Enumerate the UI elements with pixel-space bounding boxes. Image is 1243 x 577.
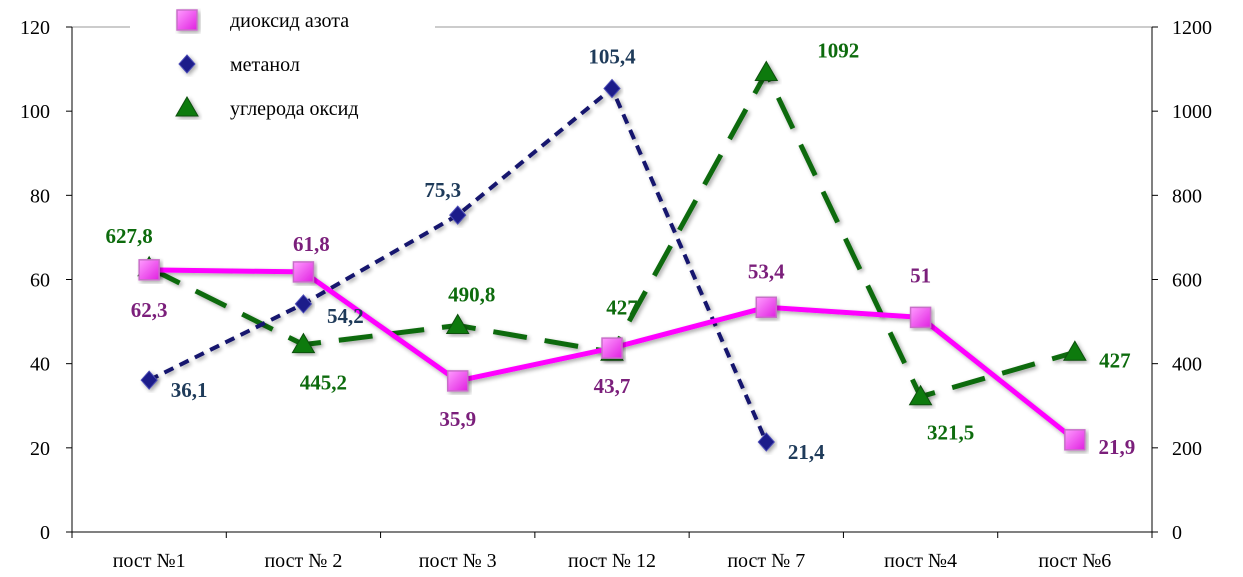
data-label: 54,2 [327,304,364,328]
data-point [292,261,315,283]
left-tick-label: 80 [30,185,50,207]
data-label: 75,3 [424,178,461,202]
x-tick-label: пост №4 [884,550,957,572]
axes: 020406080100120020040060080010001200пост… [20,17,1212,572]
data-label: 21,4 [788,440,825,464]
data-point [294,294,313,314]
right-tick-label: 0 [1172,522,1182,544]
data-point [601,337,623,359]
data-label: 490,8 [448,282,495,306]
data-point [176,9,198,31]
data-label: 627,8 [106,224,153,248]
data-point [446,370,469,392]
data-label: 427 [1099,348,1131,372]
left-tick-label: 120 [20,17,50,39]
right-tick-label: 800 [1172,185,1202,207]
legend-label: метанол [230,54,300,76]
data-label: 51 [910,263,931,287]
data-label: 21,9 [1098,435,1135,459]
data-label: 1092 [817,38,859,62]
legend-label: углерода оксид [230,98,359,120]
data-label: 62,3 [131,298,168,322]
data-point [178,54,196,74]
data-point [909,306,932,329]
data-label: 53,4 [748,259,785,283]
data-point [603,78,621,99]
left-tick-label: 100 [20,101,50,123]
data-label: 105,4 [588,44,636,68]
series-1 [140,78,775,452]
data-point [1064,429,1086,451]
data-labels: 62,3 61,8 35,9 43,7 53,4 51 21,9 36,1 54,2 75,3 10… [106,38,1136,463]
legend-label: диоксид азота [230,10,349,32]
data-label: 427 [606,295,638,319]
legend: диоксид азота метанол углерода оксид [130,0,435,148]
left-tick-label: 0 [40,522,50,544]
right-tick-label: 1000 [1172,101,1212,123]
data-point [175,96,199,117]
data-point [755,296,778,319]
data-label: 43,7 [594,374,631,398]
right-tick-label: 400 [1172,354,1202,376]
data-point [449,205,467,225]
left-tick-label: 40 [30,354,50,376]
data-label: 35,9 [439,407,476,431]
left-tick-label: 20 [30,438,50,460]
data-point [1062,340,1087,361]
x-tick-label: пост № 7 [727,550,805,572]
data-point [291,332,316,354]
data-point [754,60,779,81]
data-point [138,259,160,281]
data-label: 61,8 [293,232,330,256]
data-label: 36,1 [171,378,208,402]
data-point [757,432,775,452]
x-tick-label: пост № 12 [568,550,656,572]
data-point [908,384,933,406]
data-point [445,313,470,334]
right-tick-label: 600 [1172,270,1202,292]
series-0 [138,259,1086,451]
x-tick-label: пост №1 [113,550,186,572]
data-label: 321,5 [927,421,974,445]
x-tick-label: пост № 3 [419,550,497,572]
data-point [140,370,158,390]
data-label: 445,2 [300,371,347,395]
right-tick-label: 200 [1172,438,1202,460]
left-tick-label: 60 [30,270,50,292]
series-layer [137,60,1087,452]
x-tick-label: пост №6 [1038,550,1111,572]
x-tick-label: пост № 2 [264,550,342,572]
right-tick-label: 1200 [1172,17,1212,39]
